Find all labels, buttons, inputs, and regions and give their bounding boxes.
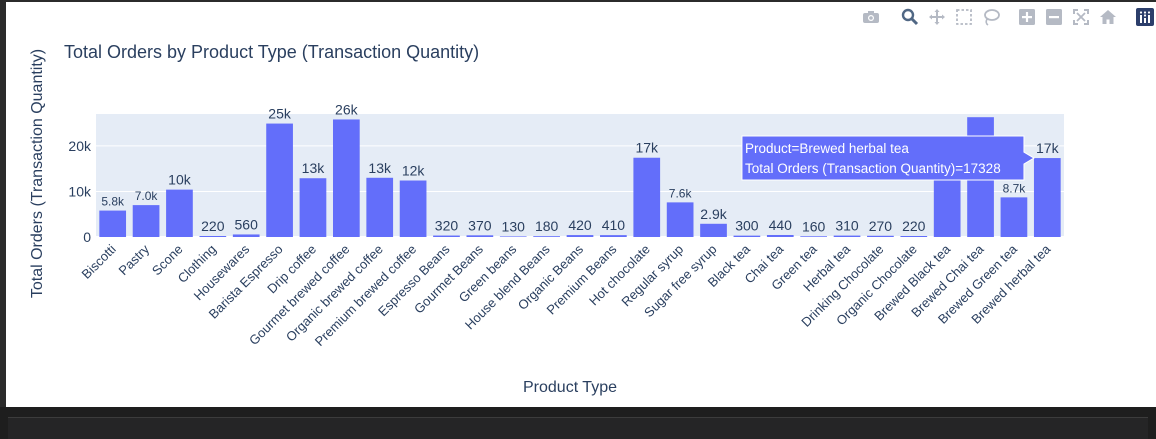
y-tick-label: 10k xyxy=(68,183,92,199)
bar[interactable] xyxy=(533,236,560,237)
autoscale-icon[interactable] xyxy=(1070,6,1092,28)
bar[interactable] xyxy=(1000,197,1028,237)
bar-value-label: 13k xyxy=(368,160,392,176)
plotly-logo-icon[interactable] xyxy=(1134,6,1156,28)
value-labels-group: 5.8k 7.0k 10k 220 560 25k 13k 26k 13k 12k 320 370 13… xyxy=(101,101,1059,234)
lasso-icon[interactable] xyxy=(980,6,1002,28)
zoom-out-icon[interactable] xyxy=(1043,6,1065,28)
x-tick-label: Biscotti xyxy=(79,241,119,281)
hover-tooltip-line-1: Product=Brewed herbal tea xyxy=(745,141,909,156)
bar-value-label: 25k xyxy=(268,106,292,122)
bar[interactable] xyxy=(366,177,394,237)
reset-axes-icon[interactable] xyxy=(1097,6,1119,28)
y-tick-label: 20k xyxy=(68,138,92,154)
bar[interactable] xyxy=(566,235,594,237)
bar[interactable] xyxy=(733,235,761,237)
y-axis-title: Total Orders (Transaction Quantity) xyxy=(29,49,46,298)
bar[interactable] xyxy=(166,189,193,237)
bar[interactable] xyxy=(266,123,293,237)
x-axis-title: Product Type xyxy=(523,379,617,396)
window-frame-top xyxy=(0,0,1156,2)
pan-icon[interactable] xyxy=(926,6,948,28)
bar-value-label: 2.9k xyxy=(700,206,727,222)
bottom-panel-inner xyxy=(8,417,1148,439)
bar-value-label: 320 xyxy=(435,218,459,234)
bar[interactable] xyxy=(867,235,894,237)
bar-value-label: 5.8k xyxy=(101,195,125,209)
box-select-icon[interactable] xyxy=(953,6,975,28)
bar[interactable] xyxy=(99,210,127,237)
bar-value-label: 17k xyxy=(635,140,659,156)
y-tick-label: 0 xyxy=(83,229,91,245)
bar-value-label: 370 xyxy=(468,217,492,233)
bars-group xyxy=(99,117,1061,237)
bar-value-label: 270 xyxy=(869,218,893,234)
bar[interactable] xyxy=(466,235,494,237)
bar[interactable] xyxy=(1033,158,1061,237)
bar[interactable] xyxy=(499,236,527,237)
bar[interactable] xyxy=(232,234,260,237)
bar-value-label: 13k xyxy=(302,160,326,176)
bar-value-label: 560 xyxy=(235,216,259,232)
bar[interactable] xyxy=(132,205,160,237)
bar-chart[interactable]: 0 10k 20k 5.8k 7.0k 10k 220 560 25k 13k 26k 13k 12k 3… xyxy=(6,2,1156,407)
bar[interactable] xyxy=(199,235,227,237)
bar-value-label: 180 xyxy=(535,218,559,234)
modebar xyxy=(860,6,1156,28)
bar-value-label: 8.7k xyxy=(1003,181,1027,195)
bar[interactable] xyxy=(633,157,661,237)
window-frame-left xyxy=(0,0,6,410)
bar-value-label: 440 xyxy=(769,217,793,233)
bar-value-label: 220 xyxy=(201,218,225,234)
bar[interactable] xyxy=(833,235,861,237)
bar-value-label: 300 xyxy=(735,218,759,234)
bar-value-label: 12k xyxy=(402,163,426,179)
bar[interactable] xyxy=(766,234,794,237)
bar[interactable] xyxy=(433,235,460,237)
bar[interactable] xyxy=(299,178,327,237)
bar[interactable] xyxy=(700,223,727,237)
bottom-panel xyxy=(0,407,1156,439)
camera-icon[interactable] xyxy=(860,6,882,28)
bar[interactable] xyxy=(900,235,928,237)
chart-title: Total Orders by Product Type (Transactio… xyxy=(64,42,479,62)
hover-tooltip-box xyxy=(741,135,1035,181)
zoom-icon[interactable] xyxy=(899,6,921,28)
bar-value-label: 10k xyxy=(168,172,192,188)
plot-container: 0 10k 20k 5.8k 7.0k 10k 220 560 25k 13k 26k 13k 12k 3… xyxy=(6,2,1156,407)
bar-value-label: 160 xyxy=(802,218,826,234)
hover-tooltip-line-2: Total Orders (Transaction Quantity)=1732… xyxy=(745,161,1001,176)
x-tick-label: Pastry xyxy=(116,241,153,278)
bar-value-label: 130 xyxy=(502,218,526,234)
bar[interactable] xyxy=(332,119,360,237)
bar-value-label: 220 xyxy=(902,218,926,234)
bar-value-label: 7.0k xyxy=(135,189,159,203)
bar[interactable] xyxy=(399,180,427,237)
bar[interactable] xyxy=(800,236,828,237)
bar-value-label: 310 xyxy=(835,218,859,234)
bar[interactable] xyxy=(666,202,694,237)
bar-value-label: 26k xyxy=(335,101,359,117)
bar-value-label: 410 xyxy=(602,217,626,233)
bar-value-label: 7.6k xyxy=(669,186,693,200)
zoom-in-icon[interactable] xyxy=(1016,6,1038,28)
bar-value-label: 420 xyxy=(568,217,592,233)
bar-value-label: 17k xyxy=(1036,140,1060,156)
bar[interactable] xyxy=(600,235,627,237)
